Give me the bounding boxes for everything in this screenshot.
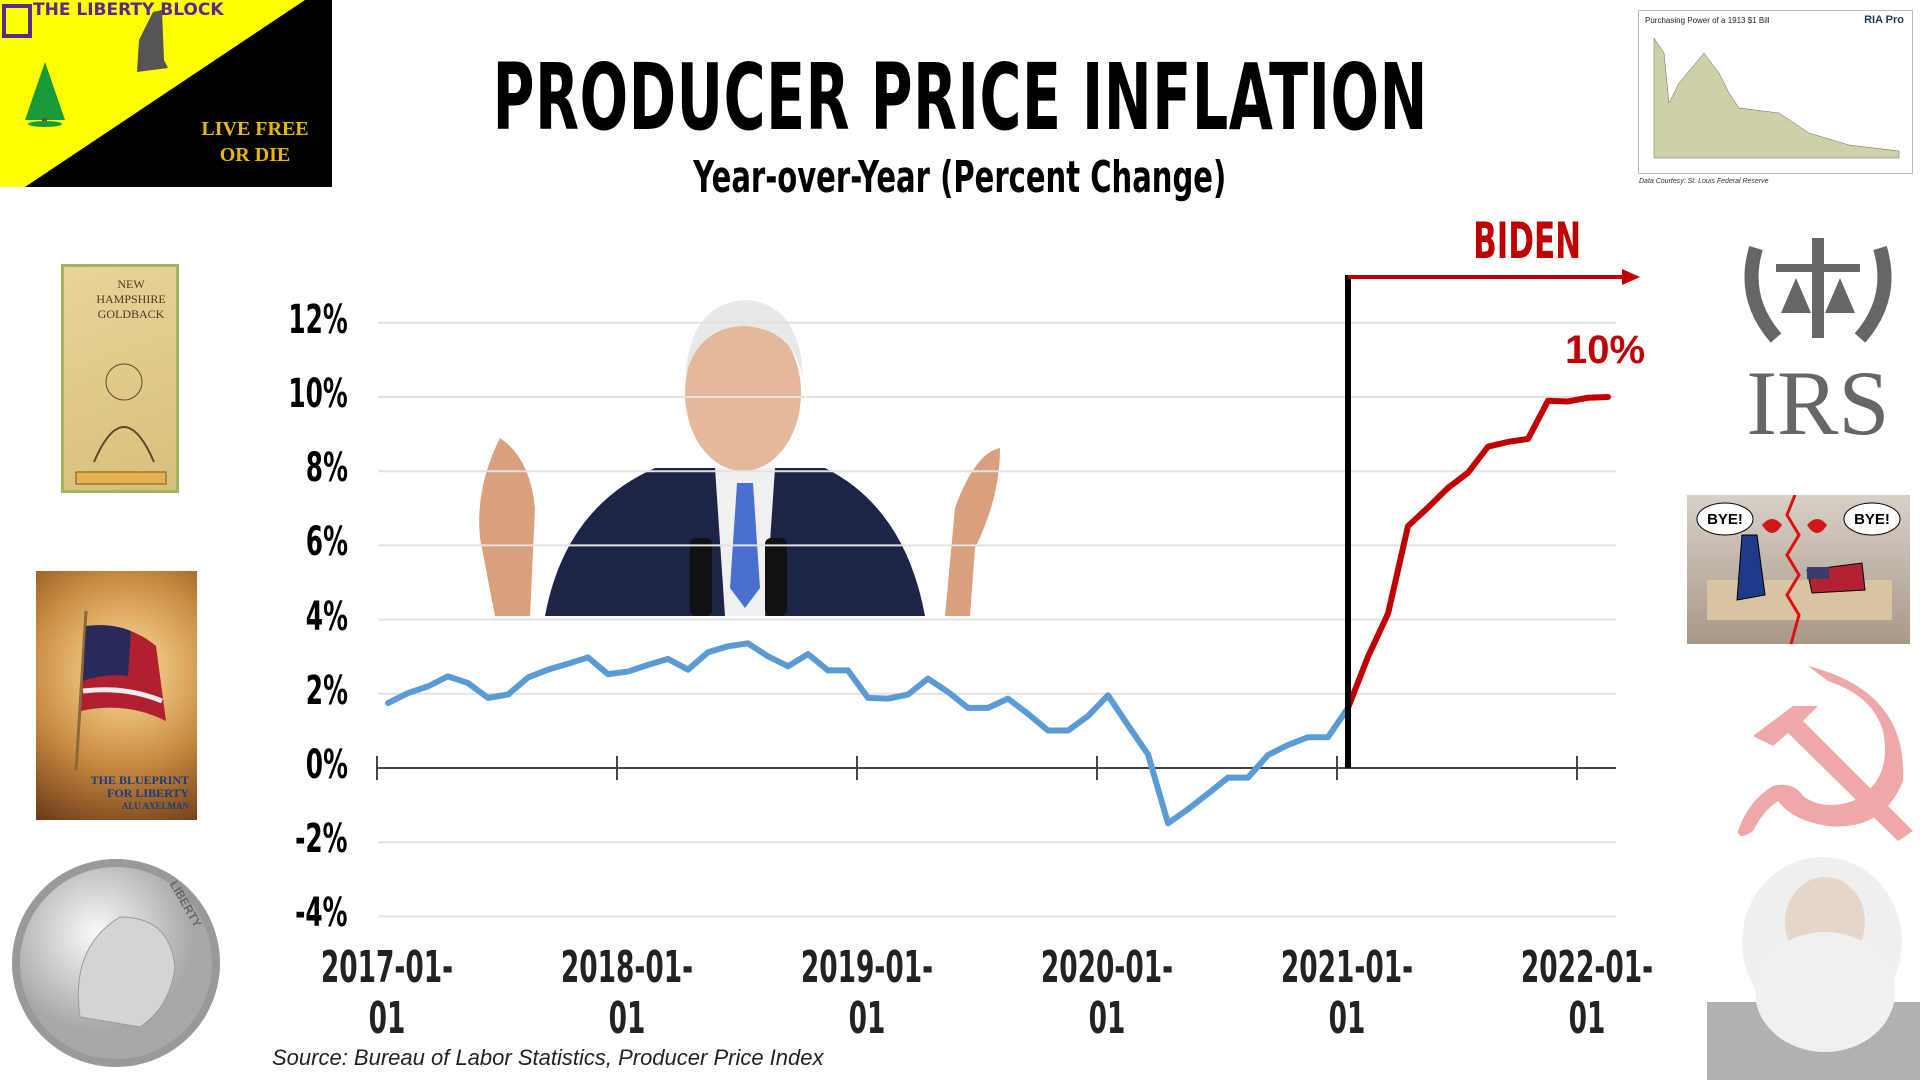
y-tick-text: -4% xyxy=(296,890,348,936)
y-tick-label: 4% xyxy=(228,594,348,640)
x-tick-label: 2018-01-01 xyxy=(507,942,747,1044)
y-tick-text: 12% xyxy=(289,297,348,343)
y-tick-text: 4% xyxy=(306,594,348,640)
y-tick-label: -4% xyxy=(228,890,348,936)
x-tick-text: 2020-01-01 xyxy=(1035,942,1179,1044)
series-lines xyxy=(388,397,1608,823)
x-tick-text: 2017-01-01 xyxy=(315,942,459,1044)
y-tick-text: -2% xyxy=(296,816,348,862)
y-tick-text: 10% xyxy=(289,371,348,417)
x-tick-text: 2019-01-01 xyxy=(795,942,939,1044)
x-tick-label: 2022-01-01 xyxy=(1467,942,1707,1044)
source-note: Source: Bureau of Labor Statistics, Prod… xyxy=(272,1045,824,1071)
x-tick-label: 2020-01-01 xyxy=(987,942,1227,1044)
biden-annotation-label: BIDEN xyxy=(1440,212,1570,270)
gridlines xyxy=(378,323,1616,917)
y-tick-text: 0% xyxy=(306,742,348,788)
biden-series-line xyxy=(1348,397,1608,708)
y-tick-label: 0% xyxy=(228,742,348,788)
x-tick-text: 2021-01-01 xyxy=(1275,942,1419,1044)
y-tick-label: 2% xyxy=(228,668,348,714)
y-tick-label: 8% xyxy=(228,445,348,491)
x-tick-text: 2018-01-01 xyxy=(555,942,699,1044)
pre-biden-series-line xyxy=(388,643,1348,823)
x-tick-text: 2022-01-01 xyxy=(1515,942,1659,1044)
y-tick-text: 8% xyxy=(306,445,348,491)
ten-percent-label: 10% xyxy=(1565,328,1645,373)
y-tick-label: 12% xyxy=(228,297,348,343)
y-tick-label: 10% xyxy=(228,371,348,417)
x-tick-label: 2021-01-01 xyxy=(1227,942,1467,1044)
x-tick-label: 2017-01-01 xyxy=(267,942,507,1044)
x-tick-label: 2019-01-01 xyxy=(747,942,987,1044)
y-tick-label: -2% xyxy=(228,816,348,862)
biden-arrow-head-icon xyxy=(1622,269,1640,285)
y-tick-label: 6% xyxy=(228,519,348,565)
x-axis xyxy=(377,756,1616,780)
y-tick-text: 6% xyxy=(306,519,348,565)
y-tick-text: 2% xyxy=(306,668,348,714)
